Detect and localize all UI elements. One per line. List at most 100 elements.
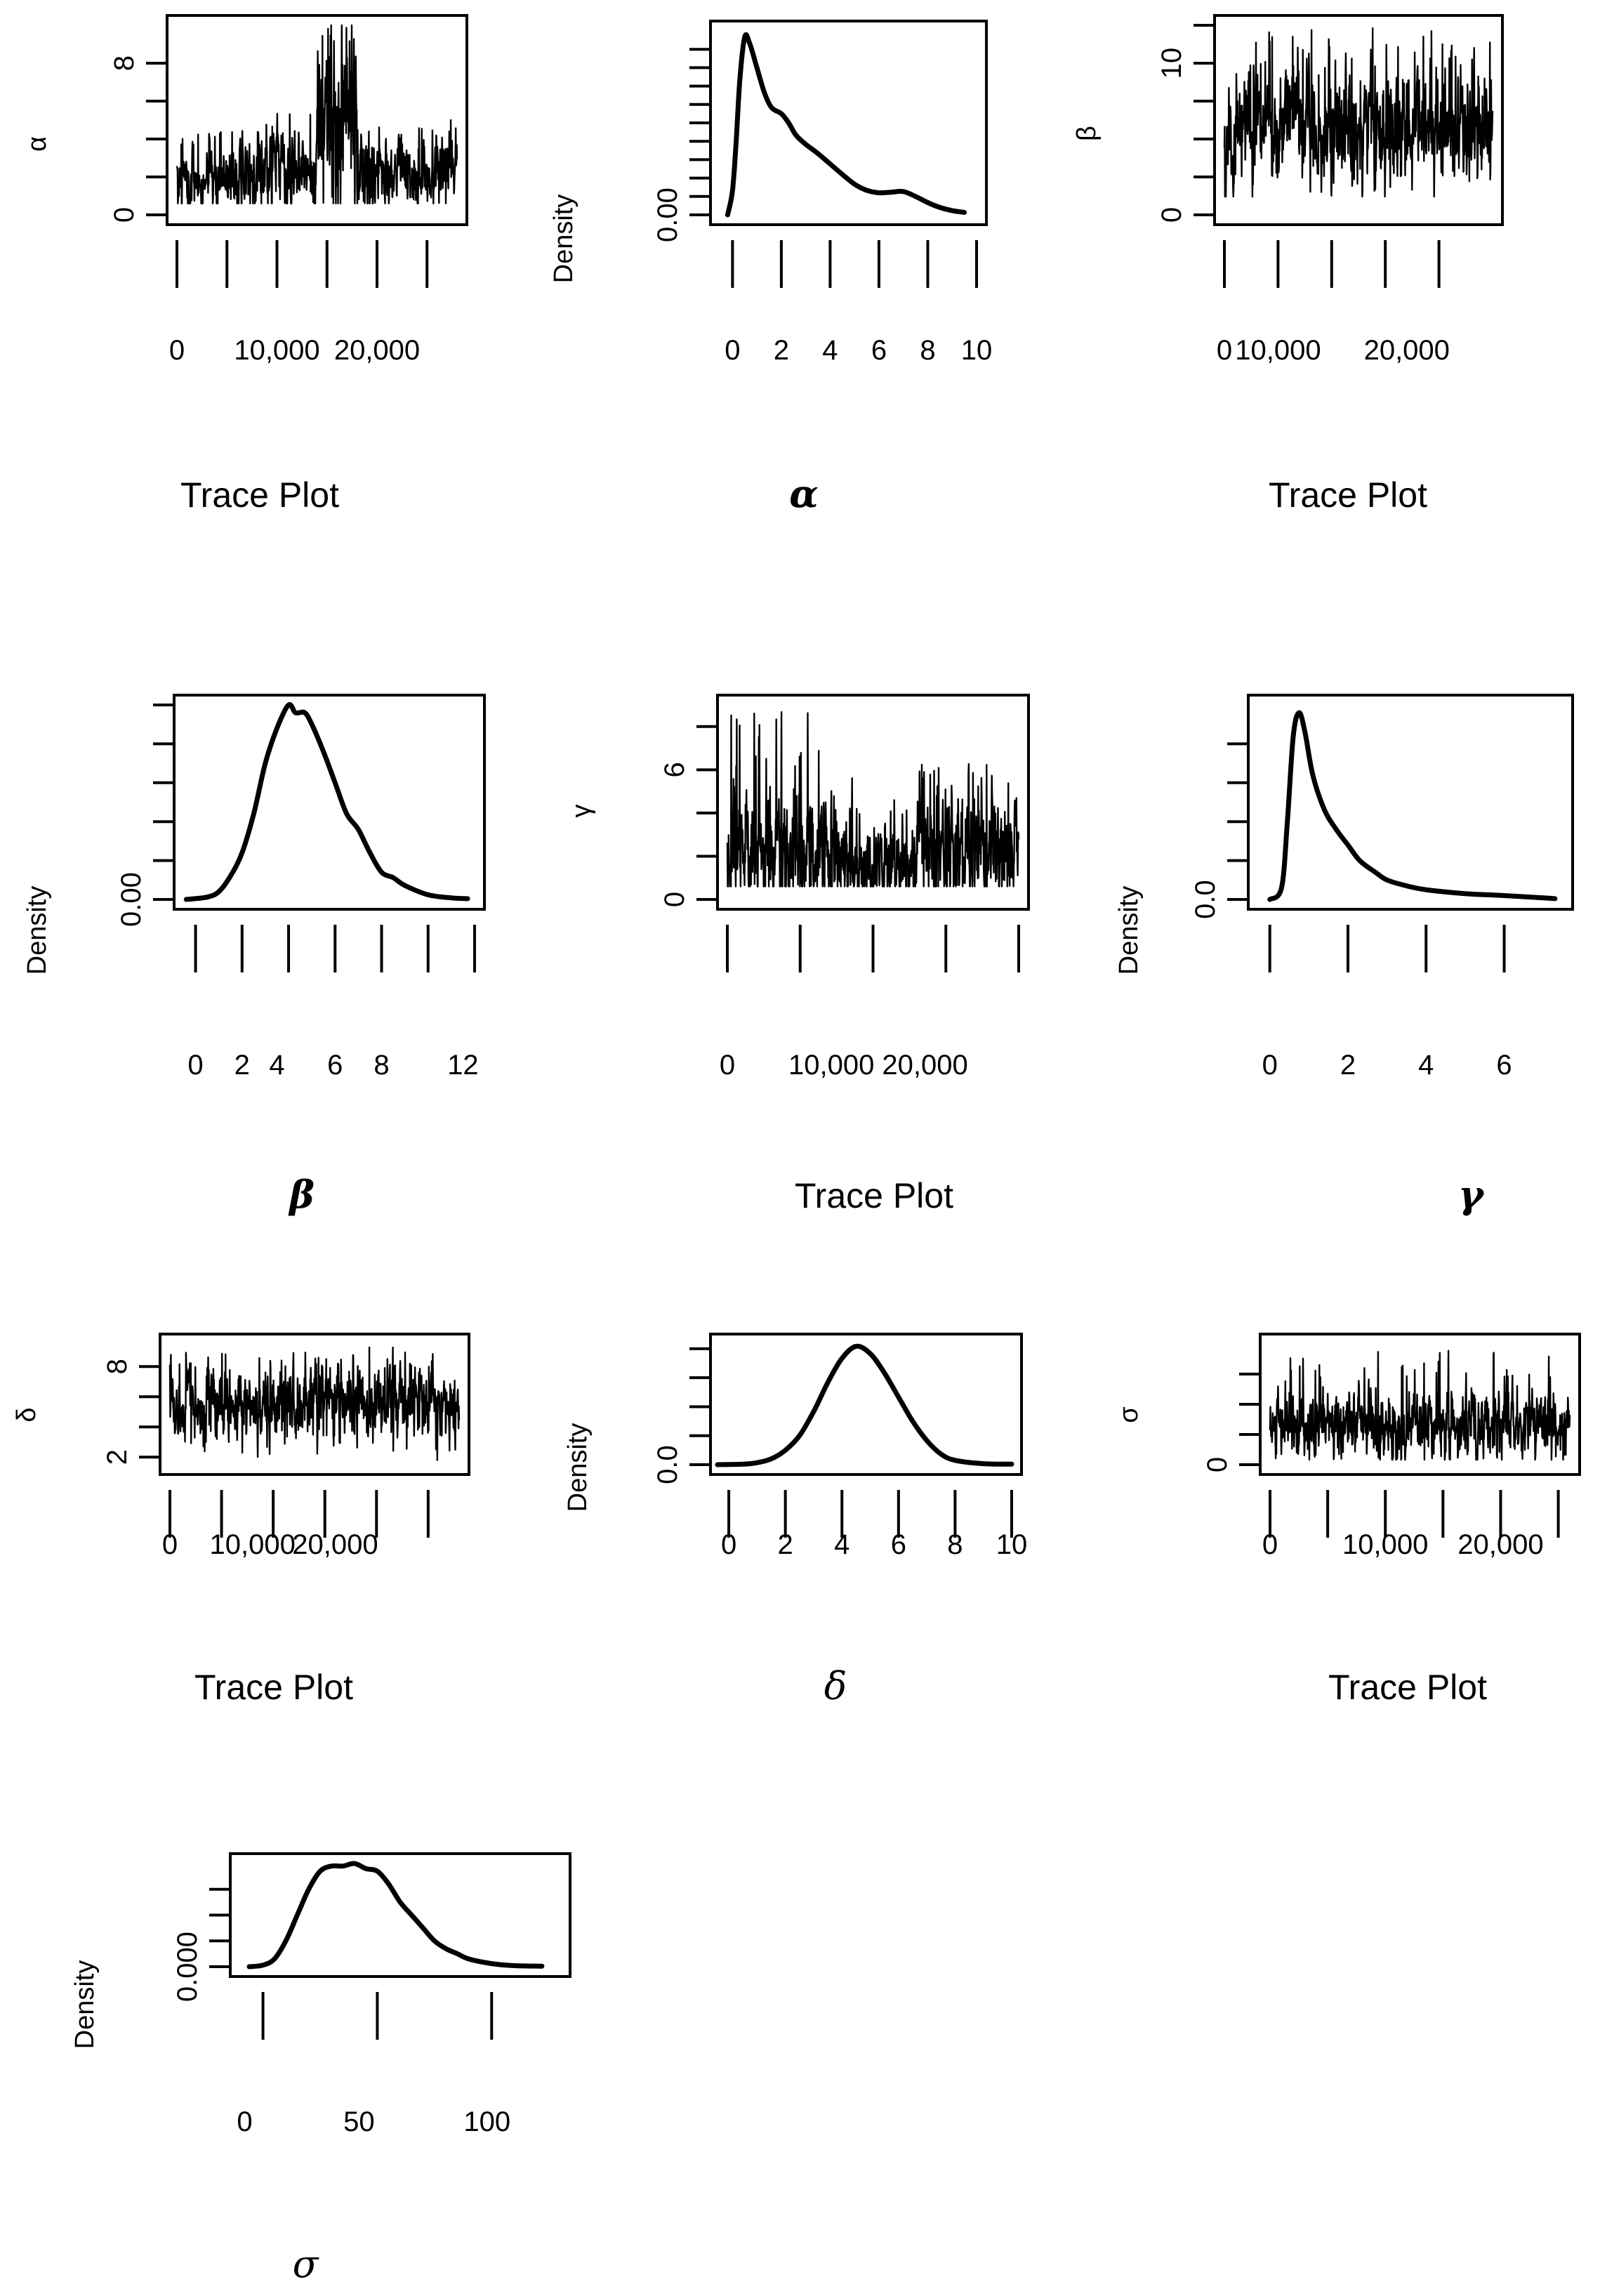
- y-axis-label: Density: [70, 1960, 100, 2050]
- x-tick-label: 6: [891, 1529, 906, 1560]
- density-curve: [725, 32, 967, 218]
- panel-caption: Trace Plot: [1269, 475, 1427, 515]
- y-axis-label: Density: [22, 886, 52, 975]
- panel-4-density: 0 2 4 6 8 12 0.00 Density β: [22, 694, 486, 1217]
- trace-line: [726, 711, 1020, 888]
- y-tick-label: 8: [109, 55, 140, 71]
- panel-caption: Trace Plot: [795, 1176, 953, 1215]
- trace-line: [1223, 27, 1494, 198]
- y-axis-label: δ: [12, 1407, 41, 1422]
- panel-6-density: 0 2 4 6 0.0 Density γ: [1114, 694, 1574, 1217]
- panel-caption: σ: [293, 2242, 320, 2286]
- panel-caption: β: [288, 1172, 315, 1217]
- y-axis-label: Density: [549, 194, 578, 284]
- plot-frame: [173, 694, 486, 911]
- x-tick-label: 0: [187, 1050, 203, 1081]
- y-tick-label: 0.00: [652, 187, 683, 242]
- x-tick-label: 6: [327, 1050, 343, 1081]
- x-tick-label: 4: [1418, 1050, 1434, 1081]
- trace-line: [1269, 1350, 1571, 1461]
- x-tick-label: 10,000: [788, 1050, 874, 1081]
- density-curve: [715, 1343, 1014, 1467]
- y-tick-label: 0.0: [1190, 880, 1221, 919]
- y-tick-label: 2: [102, 1449, 133, 1465]
- x-tick-label: 20,000: [882, 1050, 967, 1081]
- x-tick-label: 10,000: [234, 335, 319, 366]
- panel-caption: α: [789, 471, 819, 516]
- y-axis-label: β: [1072, 126, 1102, 141]
- x-tick-label: 10,000: [1342, 1529, 1428, 1560]
- y-tick-label: 6: [659, 762, 690, 777]
- y-axis-label: γ: [567, 805, 596, 818]
- y-axis-label: α: [22, 136, 52, 152]
- panel-caption: Trace Plot: [180, 475, 339, 515]
- panel-1-trace: 0 10,000 20,000 0 8 α Trace Plot: [22, 14, 468, 515]
- density-curve: [1267, 710, 1558, 902]
- x-tick-label: 20,000: [1457, 1529, 1543, 1560]
- x-tick-label: 2: [778, 1529, 793, 1560]
- y-axis-label: Density: [1114, 886, 1144, 975]
- panel-5-trace: 0 10,000 20,000 0 6 γ Trace Plot: [567, 694, 1030, 1215]
- x-tick-label: 0: [162, 1529, 178, 1560]
- y-tick-label: 0.00: [116, 872, 147, 927]
- x-tick-label: 100: [463, 2106, 510, 2137]
- y-tick-label: 0: [659, 892, 690, 907]
- x-tick-label: 4: [834, 1529, 849, 1560]
- x-tick-label: 6: [1496, 1050, 1512, 1081]
- plot-frame: [1213, 14, 1504, 226]
- density-curve: [246, 1861, 545, 1970]
- panel-caption: δ: [824, 1664, 847, 1708]
- y-tick-label: 0.000: [172, 1932, 203, 2002]
- plot-frame: [1247, 694, 1574, 911]
- x-tick-label: 10,000: [1235, 335, 1321, 366]
- panel-9-trace: 0 10,000 20,000 0 σ Trace Plot: [1114, 1333, 1581, 1707]
- x-tick-label: 50: [343, 2106, 375, 2137]
- x-tick-label: 8: [373, 1050, 389, 1081]
- x-tick-label: 0: [1262, 1529, 1278, 1560]
- x-tick-label: 20,000: [334, 335, 420, 366]
- x-tick-label: 0: [725, 335, 740, 366]
- x-tick-label: 4: [822, 335, 838, 366]
- trace-line: [176, 24, 458, 204]
- x-tick-label: 10: [996, 1529, 1028, 1560]
- x-tick-label: 0: [1217, 335, 1232, 366]
- x-tick-label: 0: [720, 1050, 735, 1081]
- x-tick-label: 12: [447, 1050, 479, 1081]
- panel-caption: Trace Plot: [1328, 1668, 1487, 1707]
- x-tick-label: 8: [947, 1529, 963, 1560]
- x-tick-label: 2: [1340, 1050, 1356, 1081]
- y-tick-label: 8: [102, 1359, 133, 1374]
- y-tick-label: 0: [1202, 1457, 1233, 1472]
- x-tick-label: 0: [169, 335, 185, 366]
- x-tick-label: 0: [721, 1529, 736, 1560]
- plot-frame: [229, 1852, 571, 1978]
- density-curve: [183, 701, 470, 902]
- plot-frame: [709, 1333, 1023, 1476]
- y-tick-label: 0: [1156, 207, 1187, 223]
- y-tick-label: 0: [109, 207, 140, 223]
- panel-2-density: 0 2 4 6 8 10 0.00 Density α: [549, 20, 993, 516]
- y-axis-label: Density: [563, 1423, 593, 1512]
- x-tick-label: 4: [269, 1050, 284, 1081]
- x-tick-label: 10,000: [210, 1529, 296, 1560]
- plot-frame: [159, 1333, 470, 1476]
- x-tick-label: 2: [774, 335, 789, 366]
- x-tick-label: 2: [234, 1050, 250, 1081]
- panel-caption: γ: [1458, 1172, 1485, 1217]
- y-axis-label: σ: [1114, 1406, 1144, 1423]
- x-tick-label: 8: [920, 335, 935, 366]
- x-tick-label: 6: [871, 335, 887, 366]
- x-tick-label: 0: [1262, 1050, 1278, 1081]
- plot-frame: [166, 14, 468, 226]
- x-tick-label: 0: [237, 2106, 252, 2137]
- panel-10-density: 0 50 100 0.000 Density σ: [70, 1852, 571, 2286]
- x-tick-label: 20,000: [292, 1529, 378, 1560]
- x-tick-label: 10: [961, 335, 993, 366]
- x-tick-label: 20,000: [1364, 335, 1450, 366]
- y-tick-label: 10: [1156, 48, 1187, 79]
- trace-line: [168, 1346, 461, 1461]
- plot-frame: [716, 694, 1030, 911]
- panel-8-density: 0 2 4 6 8 10 0.0 Density δ: [563, 1333, 1028, 1708]
